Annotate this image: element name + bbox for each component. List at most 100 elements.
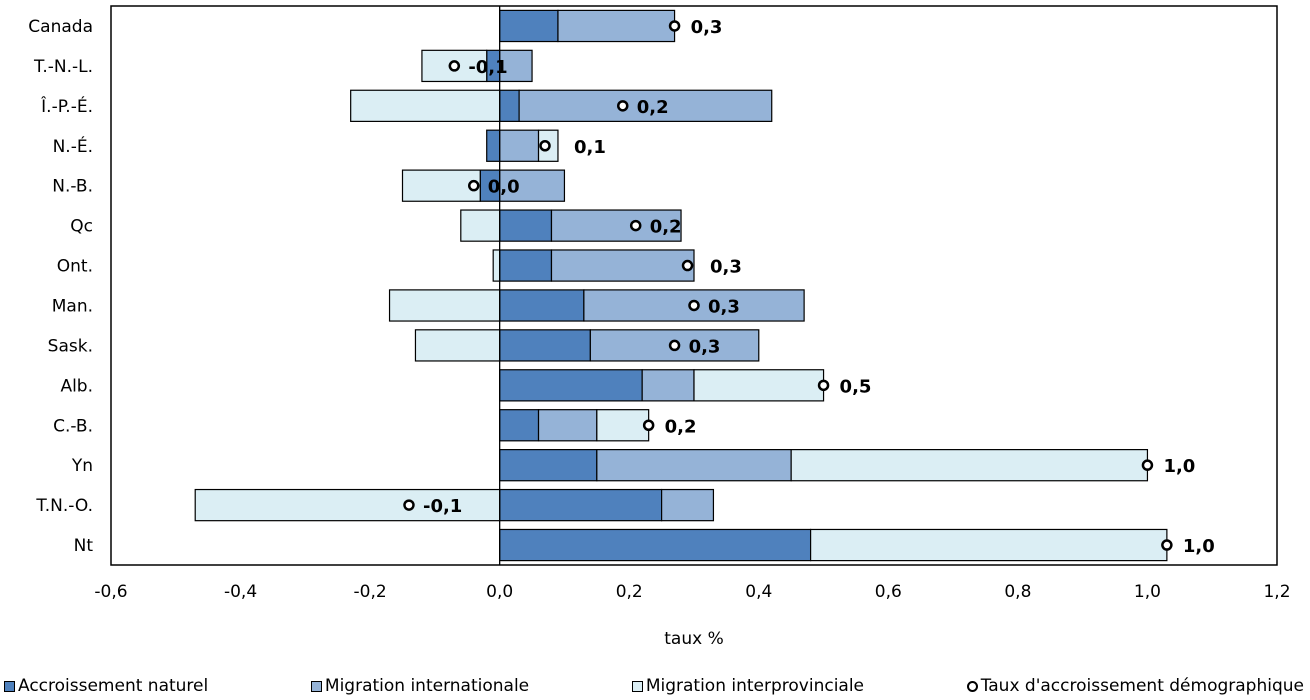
- rate-marker: [468, 179, 480, 192]
- plot-frame: [110, 5, 1278, 566]
- rate-data-label: 1,0: [1163, 456, 1195, 477]
- bar-international: [661, 488, 715, 522]
- category-label: Sask.: [48, 336, 93, 356]
- bar-interprovincial: [790, 449, 1149, 482]
- x-tick-label: 0,2: [616, 582, 643, 602]
- rate-marker: [668, 339, 681, 352]
- bar-interprovincial: [401, 169, 481, 202]
- category-label: Yn: [71, 456, 93, 476]
- legend-label-natural: Accroissement naturel: [18, 676, 209, 696]
- legend-swatch-natural: [4, 680, 15, 692]
- rate-data-label: 0,3: [689, 336, 721, 357]
- rate-marker: [817, 379, 830, 392]
- bar-natural: [499, 449, 598, 482]
- bar-natural: [499, 329, 591, 362]
- bar-interprovincial: [596, 409, 650, 442]
- bar-interprovincial: [693, 369, 825, 402]
- category-label: Alb.: [60, 376, 93, 396]
- bar-natural: [499, 528, 812, 562]
- rate-data-label: 0,5: [840, 376, 872, 397]
- category-label: Canada: [28, 17, 93, 37]
- bar-international: [499, 49, 533, 83]
- bar-natural: [499, 289, 585, 322]
- bar-international: [557, 9, 676, 43]
- x-tick-label: 0,8: [1004, 582, 1031, 602]
- rate-marker: [642, 419, 655, 431]
- bar-natural: [499, 409, 540, 442]
- category-label: Qc: [70, 217, 93, 237]
- x-tick-label: 1,2: [1263, 582, 1290, 602]
- bar-natural: [499, 249, 553, 282]
- legend-label-international: Migration internationale: [324, 676, 530, 696]
- legend-label-interprovincial: Migration interprovinciale: [645, 676, 865, 696]
- category-label: T.N.-O.: [35, 496, 93, 516]
- rate-marker: [539, 140, 551, 152]
- legend: Accroissement naturel Migration internat…: [0, 674, 1310, 698]
- bar-international: [499, 129, 540, 162]
- rate-marker: [448, 60, 461, 72]
- x-tick-label: 0,0: [486, 582, 513, 602]
- legend-marker-rate: [966, 680, 978, 692]
- bar-international: [550, 249, 695, 282]
- bar-natural: [499, 488, 663, 522]
- rate-data-label: 0,2: [650, 217, 682, 238]
- category-label: Ont.: [57, 257, 93, 277]
- rate-data-label: 0,2: [637, 97, 669, 118]
- rate-marker: [681, 259, 694, 272]
- bar-international: [550, 209, 682, 242]
- bar-international: [641, 369, 695, 402]
- legend-label-rate: Taux d'accroissement démographique: [980, 676, 1304, 696]
- rate-data-label: 1,0: [1183, 536, 1215, 557]
- rate-data-label: 0,1: [574, 137, 606, 158]
- x-tick-label: 0,6: [875, 582, 902, 602]
- bar-natural: [499, 89, 520, 122]
- rate-data-label: 0,3: [710, 257, 742, 278]
- rate-marker: [1141, 459, 1154, 471]
- category-label: C.-B.: [53, 416, 93, 436]
- legend-item-natural: Accroissement naturel: [4, 676, 208, 696]
- x-tick-label: 0,4: [745, 582, 772, 602]
- legend-item-interprovincial: Migration interprovinciale: [631, 676, 865, 696]
- x-axis-label: taux %: [664, 629, 723, 649]
- bar-interprovincial: [460, 209, 501, 242]
- category-label: N.-B.: [52, 177, 93, 197]
- legend-item-international: Migration internationale: [310, 676, 530, 696]
- bar-interprovincial: [414, 329, 501, 362]
- rate-data-label: -0,1: [423, 496, 462, 517]
- rate-data-label: 0,3: [708, 296, 740, 317]
- bar-chart: Canada T.-N.-L. Î.-P.-É. N.-É. N.-B. Qc Ont. Ma…: [28, 5, 1291, 649]
- x-tick-label: -0,2: [354, 582, 387, 602]
- bar-international: [537, 409, 598, 442]
- rate-data-label: 0,3: [691, 17, 723, 38]
- bar-interprovincial: [388, 289, 501, 322]
- bar-natural: [499, 369, 643, 402]
- bar-international: [596, 449, 792, 482]
- rate-data-label: 0,0: [488, 177, 520, 198]
- rate-marker: [668, 20, 681, 32]
- bar-international: [499, 169, 566, 202]
- legend-item-rate: Taux d'accroissement démographique: [966, 676, 1304, 696]
- bar-natural: [486, 129, 501, 162]
- rate-marker: [629, 219, 642, 232]
- bar-interprovincial: [809, 528, 1168, 562]
- rate-marker: [688, 299, 700, 312]
- rate-marker: [403, 499, 415, 511]
- category-label: Nt: [74, 536, 94, 556]
- bar-international: [518, 89, 773, 122]
- bar-natural: [499, 209, 553, 242]
- x-tick-label: 1,0: [1134, 582, 1161, 602]
- rate-marker: [616, 100, 629, 112]
- category-label: N.-É.: [53, 135, 93, 157]
- rate-marker: [1161, 539, 1173, 551]
- x-tick-label: -0,6: [94, 582, 127, 602]
- x-tick-label: -0,4: [224, 582, 257, 602]
- bar-interprovincial: [194, 488, 501, 522]
- rate-data-label: 0,2: [665, 416, 697, 437]
- legend-swatch-interprovincial: [631, 680, 643, 692]
- category-label: T.-N.-L.: [33, 57, 93, 77]
- category-label: Î.-P.-É.: [40, 95, 93, 117]
- bar-natural: [499, 9, 559, 43]
- category-label: Man.: [52, 296, 93, 316]
- bar-interprovincial: [350, 89, 501, 122]
- rate-data-label: -0,1: [468, 57, 507, 78]
